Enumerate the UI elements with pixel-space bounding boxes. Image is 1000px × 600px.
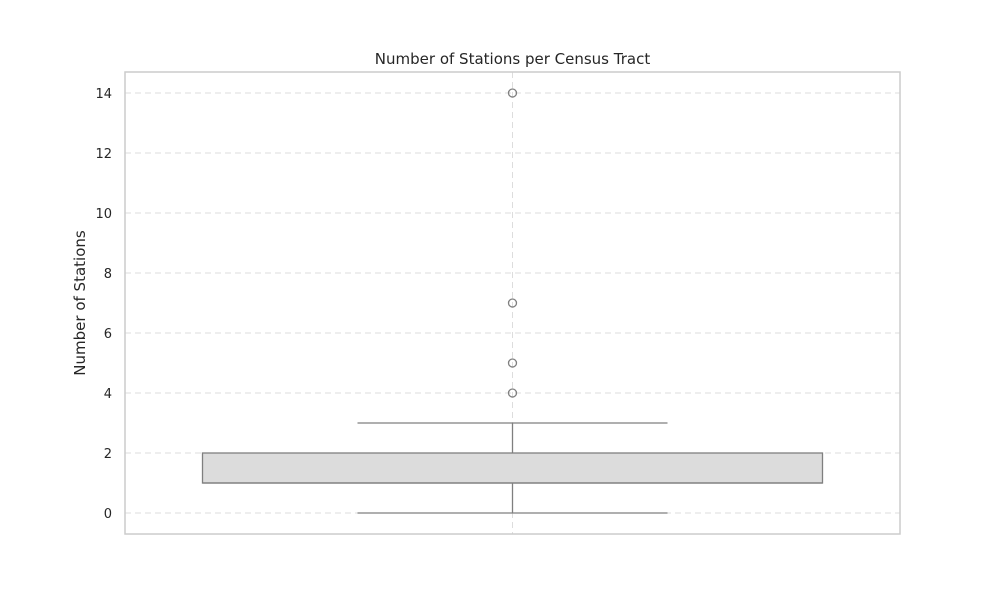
y-tick-labels: 0 2 4 6 8 10 12 14 (95, 87, 112, 522)
y-tick-label: 14 (95, 87, 112, 102)
outlier-point (507, 298, 518, 308)
y-tick-label: 6 (104, 327, 112, 342)
chart-title: Number of Stations per Census Tract (375, 50, 651, 68)
frame-layer (124, 71, 901, 535)
outlier-point (507, 88, 518, 98)
y-tick-label: 2 (104, 447, 112, 462)
y-tick-label: 0 (104, 507, 112, 522)
y-tick-label: 4 (104, 387, 112, 402)
y-tick-label: 12 (95, 147, 112, 162)
y-tick-label: 8 (104, 267, 112, 282)
outlier-point (507, 358, 518, 368)
outlier-point (507, 388, 518, 398)
plot-frame (124, 71, 901, 535)
interquartile-box (201, 452, 824, 484)
box-layer (201, 88, 824, 514)
y-axis-label: Number of Stations (71, 230, 89, 376)
y-tick-label: 10 (95, 207, 112, 222)
